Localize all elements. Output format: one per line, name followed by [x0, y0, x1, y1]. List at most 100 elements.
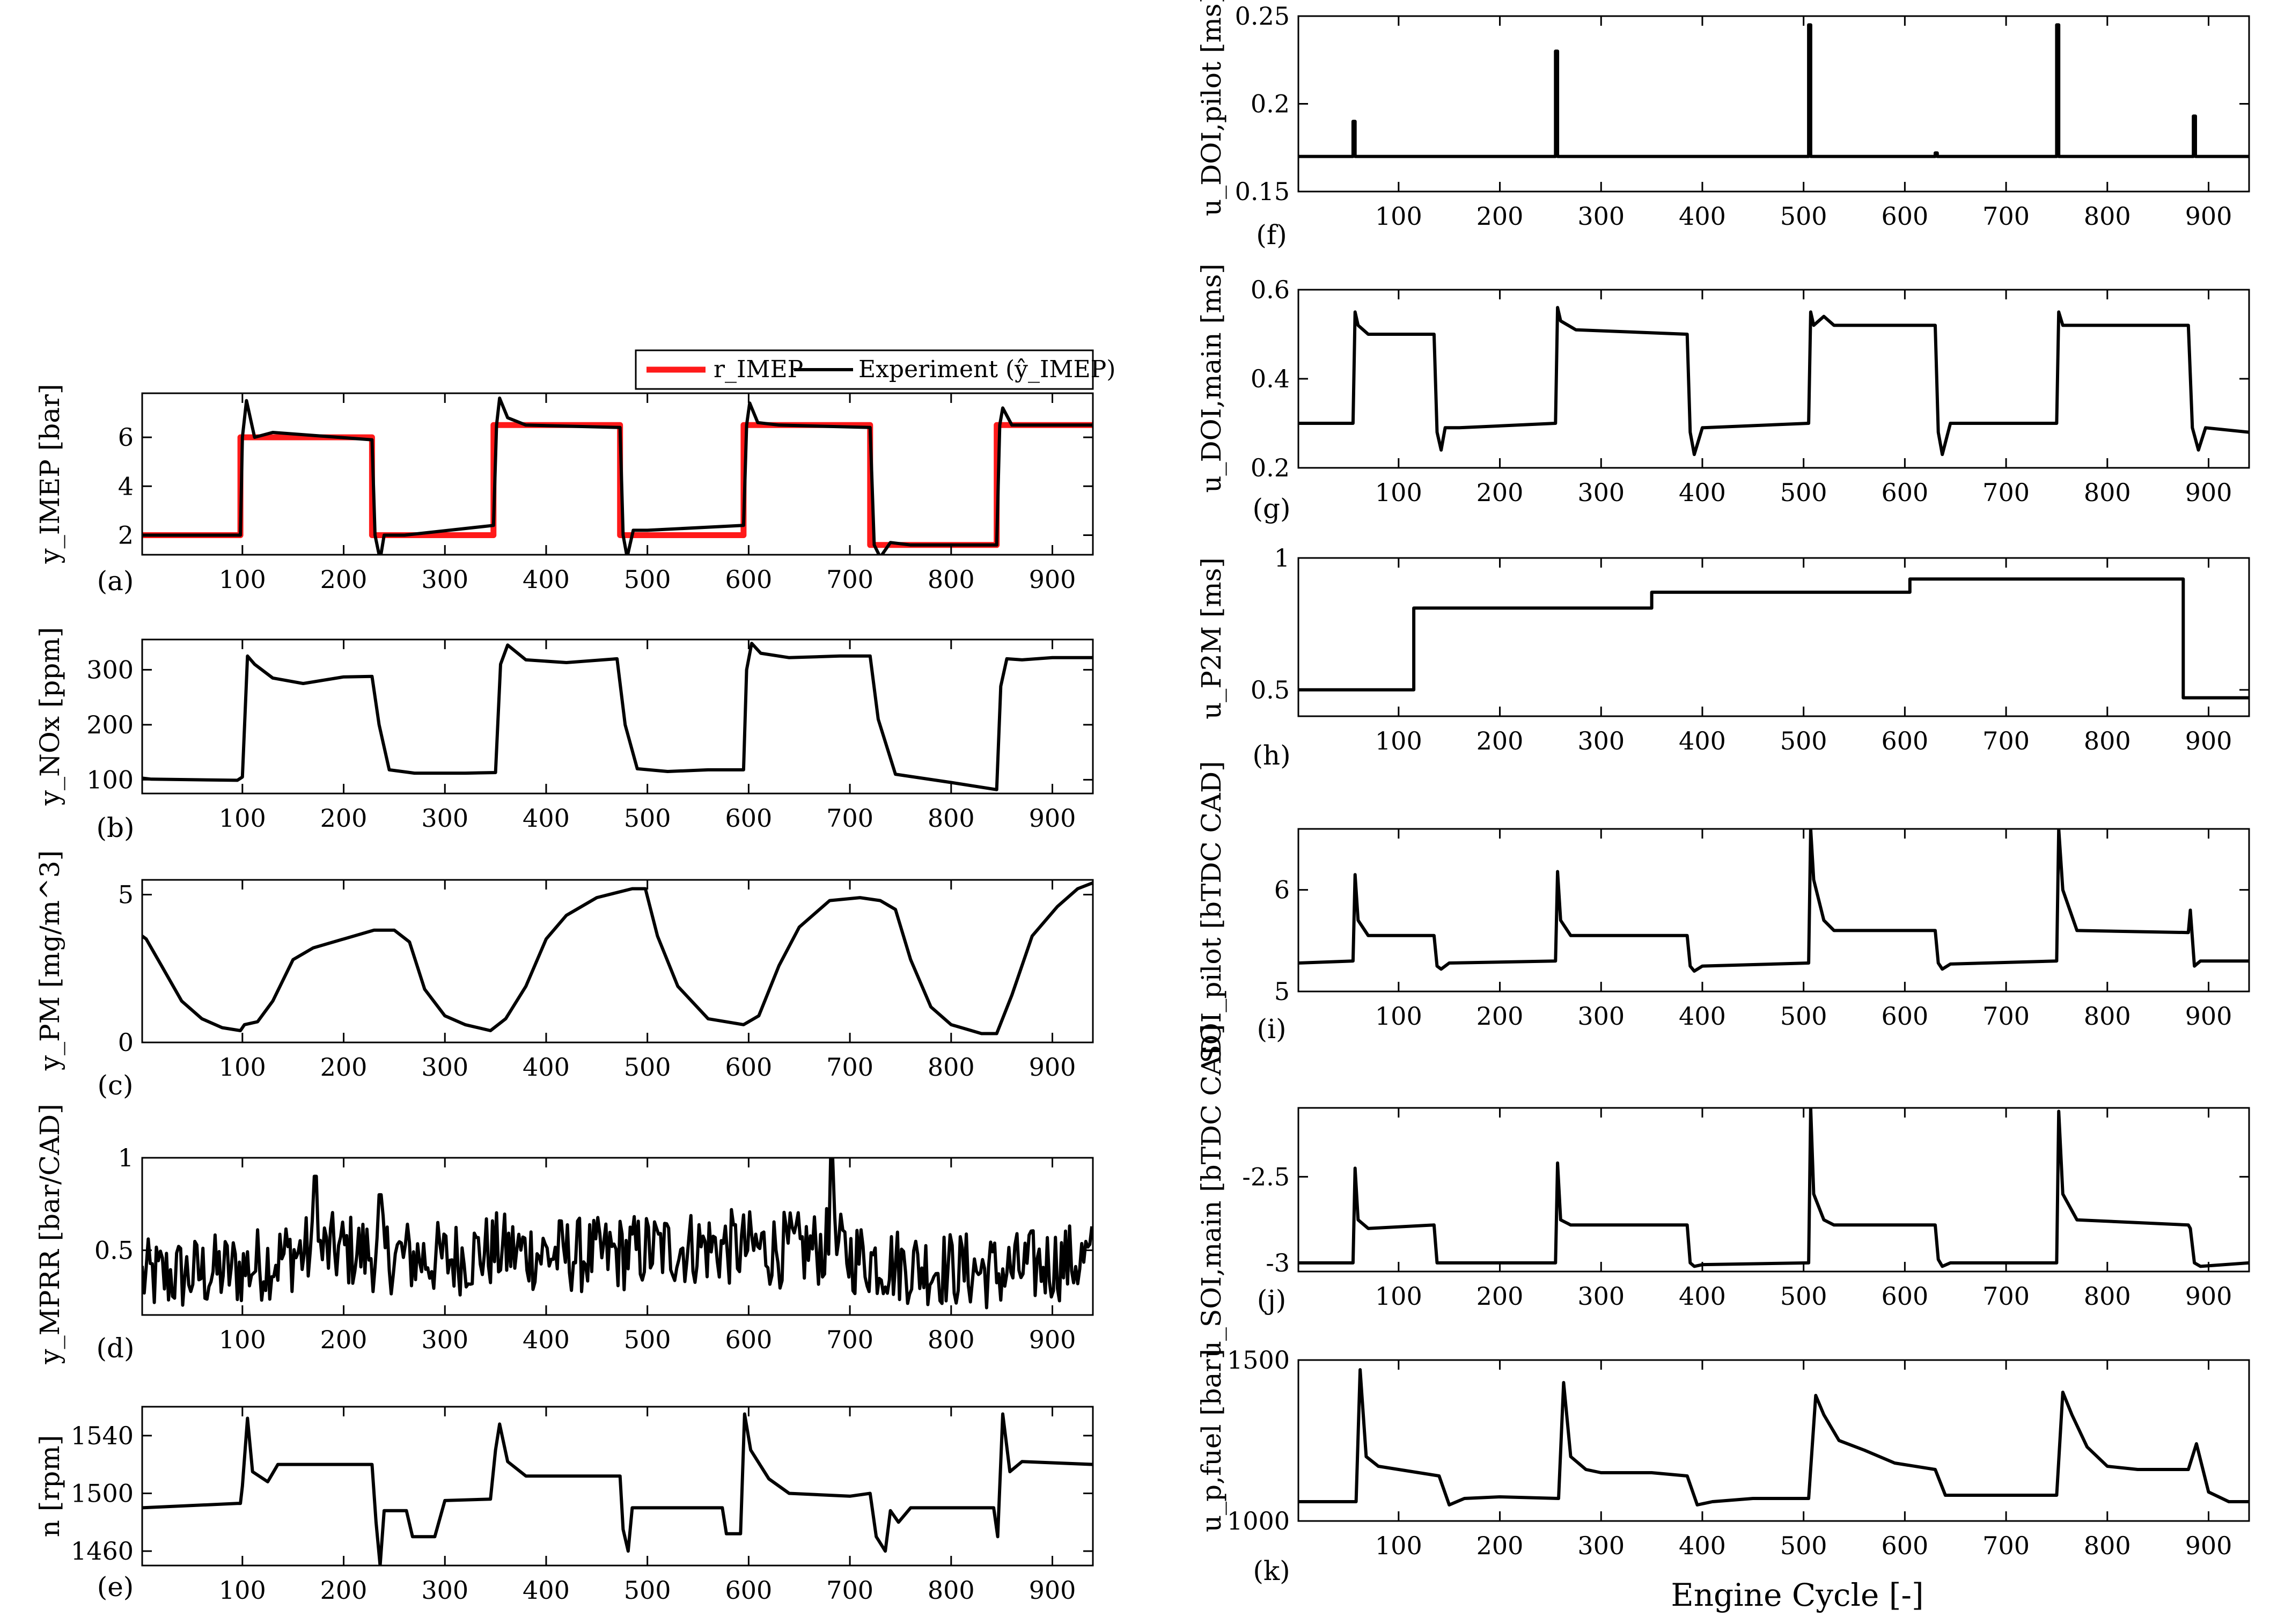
ytick-label: 0	[118, 1028, 134, 1057]
ytick-label: 0.4	[1251, 364, 1290, 393]
xtick-label: 200	[1476, 726, 1524, 755]
xtick-label: 700	[1982, 1282, 2030, 1311]
legend: r_IMEP Experiment (ŷ_IMEP)	[635, 349, 1115, 390]
xtick-label: 400	[523, 1325, 570, 1354]
xtick-label: 600	[1881, 1002, 1928, 1031]
xtick-label: 900	[1029, 565, 1076, 594]
panel-k: 100 200 300 400 500 600 700 800 900 1000 1500u_p,f…	[1196, 1346, 2250, 1586]
xtick-label: 600	[725, 1325, 772, 1354]
ylabel-d: y_MPRR [bar/CAD]	[34, 1104, 65, 1364]
ytick-label: 1500	[71, 1479, 134, 1508]
panel-d: 100 200 300 400 500 600 700 800 900 0.5 1 y_MPRR [b…	[34, 1104, 1094, 1365]
axes-frame-j	[1297, 1107, 2250, 1273]
xtick-label: 700	[1982, 478, 2030, 507]
ylabel-f: u_DOI,pilot [ms]	[1196, 0, 1227, 216]
xtick-label: 100	[1375, 1531, 1422, 1560]
xtick-label: 100	[1375, 1002, 1422, 1031]
xtick-label: 500	[1780, 1282, 1827, 1311]
ytick-label: 0.6	[1251, 275, 1290, 304]
panel-label-i: (i)	[1257, 1013, 1286, 1045]
ytick-label: -2.5	[1242, 1162, 1290, 1191]
ytick-label: 5	[118, 880, 134, 909]
xtick-label: 300	[1577, 1002, 1625, 1031]
ytick-label: 1	[118, 1143, 134, 1172]
xtick-label: 300	[1577, 1282, 1625, 1311]
xtick-label: 100	[219, 1576, 266, 1605]
xtick-label: 800	[2084, 1002, 2131, 1031]
xtick-label: 200	[1476, 1002, 1524, 1031]
ytick-label: 2	[118, 521, 134, 550]
panel-label-f: (f)	[1256, 219, 1287, 251]
series-h-1	[1298, 577, 2249, 700]
xtick-label: 400	[1679, 1531, 1726, 1560]
axes-frame-k	[1297, 1359, 2250, 1522]
series-k-1	[1298, 1368, 2249, 1507]
xtick-label: 400	[523, 565, 570, 594]
xtick-label: 100	[1375, 726, 1422, 755]
xtick-label: 300	[421, 1325, 468, 1354]
panel-b: 100 200 300 400 500 600 700 800 900 100 200 300 y_NO…	[34, 627, 1094, 843]
panel-f: 100 200 300 400 500 600 700 800 900 0.15 0.2 0.25 u_…	[1196, 0, 2250, 251]
ylabel-e: n [rpm]	[34, 1435, 65, 1537]
xtick-label: 100	[219, 565, 266, 594]
series-b-1	[142, 642, 1093, 791]
ytick-label: 1000	[1227, 1507, 1290, 1535]
xtick-label: 600	[1881, 726, 1928, 755]
series-j-1	[1298, 1108, 2249, 1268]
axes-frame-h	[1297, 557, 2250, 717]
xtick-label: 500	[624, 1053, 671, 1082]
axes-frame-f	[1297, 15, 2250, 193]
xtick-label: 800	[928, 1325, 975, 1354]
xtick-label: 300	[1577, 202, 1625, 231]
ytick-label: -3	[1266, 1248, 1290, 1277]
axes-frame-g	[1297, 289, 2250, 469]
ylabel-i: SOI_pilot [bTDC CAD]	[1196, 761, 1227, 1063]
xtick-label: 700	[826, 565, 873, 594]
xtick-label: 200	[320, 804, 368, 833]
xtick-label: 900	[2185, 1531, 2232, 1560]
axes-frame-c	[141, 879, 1094, 1044]
global-xlabel: Engine Cycle [-]	[1671, 1577, 1923, 1613]
xtick-label: 600	[1881, 1282, 1928, 1311]
xtick-label: 800	[2084, 1531, 2131, 1560]
ytick-label: 200	[86, 710, 134, 739]
xtick-label: 800	[2084, 1282, 2131, 1311]
xtick-label: 700	[826, 1053, 873, 1082]
ytick-label: 6	[118, 423, 134, 452]
xtick-label: 600	[725, 565, 772, 594]
xtick-label: 900	[2185, 202, 2232, 231]
xtick-label: 900	[1029, 804, 1076, 833]
xtick-label: 300	[1577, 1531, 1625, 1560]
ytick-label: 4	[118, 472, 134, 501]
xtick-label: 600	[725, 804, 772, 833]
xtick-label: 400	[1679, 478, 1726, 507]
xtick-label: 100	[219, 1325, 266, 1354]
xtick-label: 400	[1679, 1002, 1726, 1031]
xtick-label: 500	[1780, 1531, 1827, 1560]
xtick-label: 200	[320, 565, 368, 594]
xtick-label: 600	[725, 1053, 772, 1082]
series-g-1	[1298, 306, 2249, 457]
xtick-label: 900	[2185, 478, 2232, 507]
panel-label-c: (c)	[97, 1070, 133, 1101]
panel-e: 100 200 300 400 500 600 700 800 900 1460 1500 1540n…	[34, 1406, 1094, 1605]
xtick-label: 400	[1679, 1282, 1726, 1311]
legend-entry-1: r_IMEP	[714, 356, 803, 383]
ytick-label: 1460	[71, 1537, 134, 1566]
ylabel-c: y_PM [mg/m^3]	[34, 850, 65, 1071]
xtick-label: 600	[1881, 202, 1928, 231]
axes-frame-b	[141, 638, 1094, 795]
xtick-label: 500	[624, 1325, 671, 1354]
ytick-label: 0.2	[1251, 453, 1290, 482]
ylabel-j: u_SOI,main [bTDC CAD]	[1196, 1024, 1227, 1358]
ytick-label: 0.2	[1251, 90, 1290, 119]
xtick-label: 800	[928, 565, 975, 594]
axes-frame-e	[141, 1406, 1094, 1567]
xtick-label: 300	[421, 565, 468, 594]
panel-c: 100 200 300 400 500 600 700 800 900 0 5 y_PM [mg/m^…	[34, 850, 1094, 1101]
panel-label-h: (h)	[1252, 740, 1290, 771]
xtick-label: 300	[421, 804, 468, 833]
xtick-label: 900	[1029, 1576, 1076, 1605]
series-i-1	[1298, 829, 2249, 973]
